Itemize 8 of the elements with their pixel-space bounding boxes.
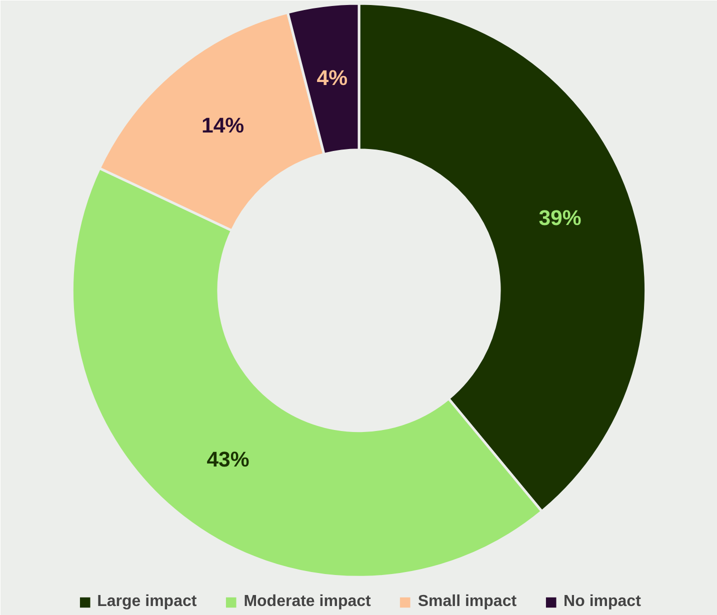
data-label: 39% (538, 206, 582, 230)
legend-label: Moderate impact (244, 593, 371, 611)
legend-label: No impact (564, 593, 641, 611)
data-label: 43% (206, 447, 250, 472)
legend-label: Large impact (97, 593, 197, 611)
data-label: 14% (201, 114, 244, 138)
legend-label: Small impact (418, 593, 517, 611)
data-label: 4% (316, 66, 348, 90)
